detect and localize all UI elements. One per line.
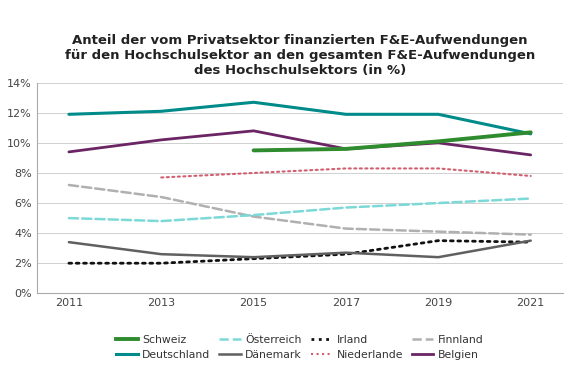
Title: Anteil der vom Privatsektor finanzierten F&E-Aufwendungen
für den Hochschulsekto: Anteil der vom Privatsektor finanzierten…	[64, 34, 535, 77]
Legend: Schweiz, Deutschland, Österreich, Dänemark, Irland, Niederlande, Finnland, Belgi: Schweiz, Deutschland, Österreich, Dänema…	[112, 330, 488, 364]
